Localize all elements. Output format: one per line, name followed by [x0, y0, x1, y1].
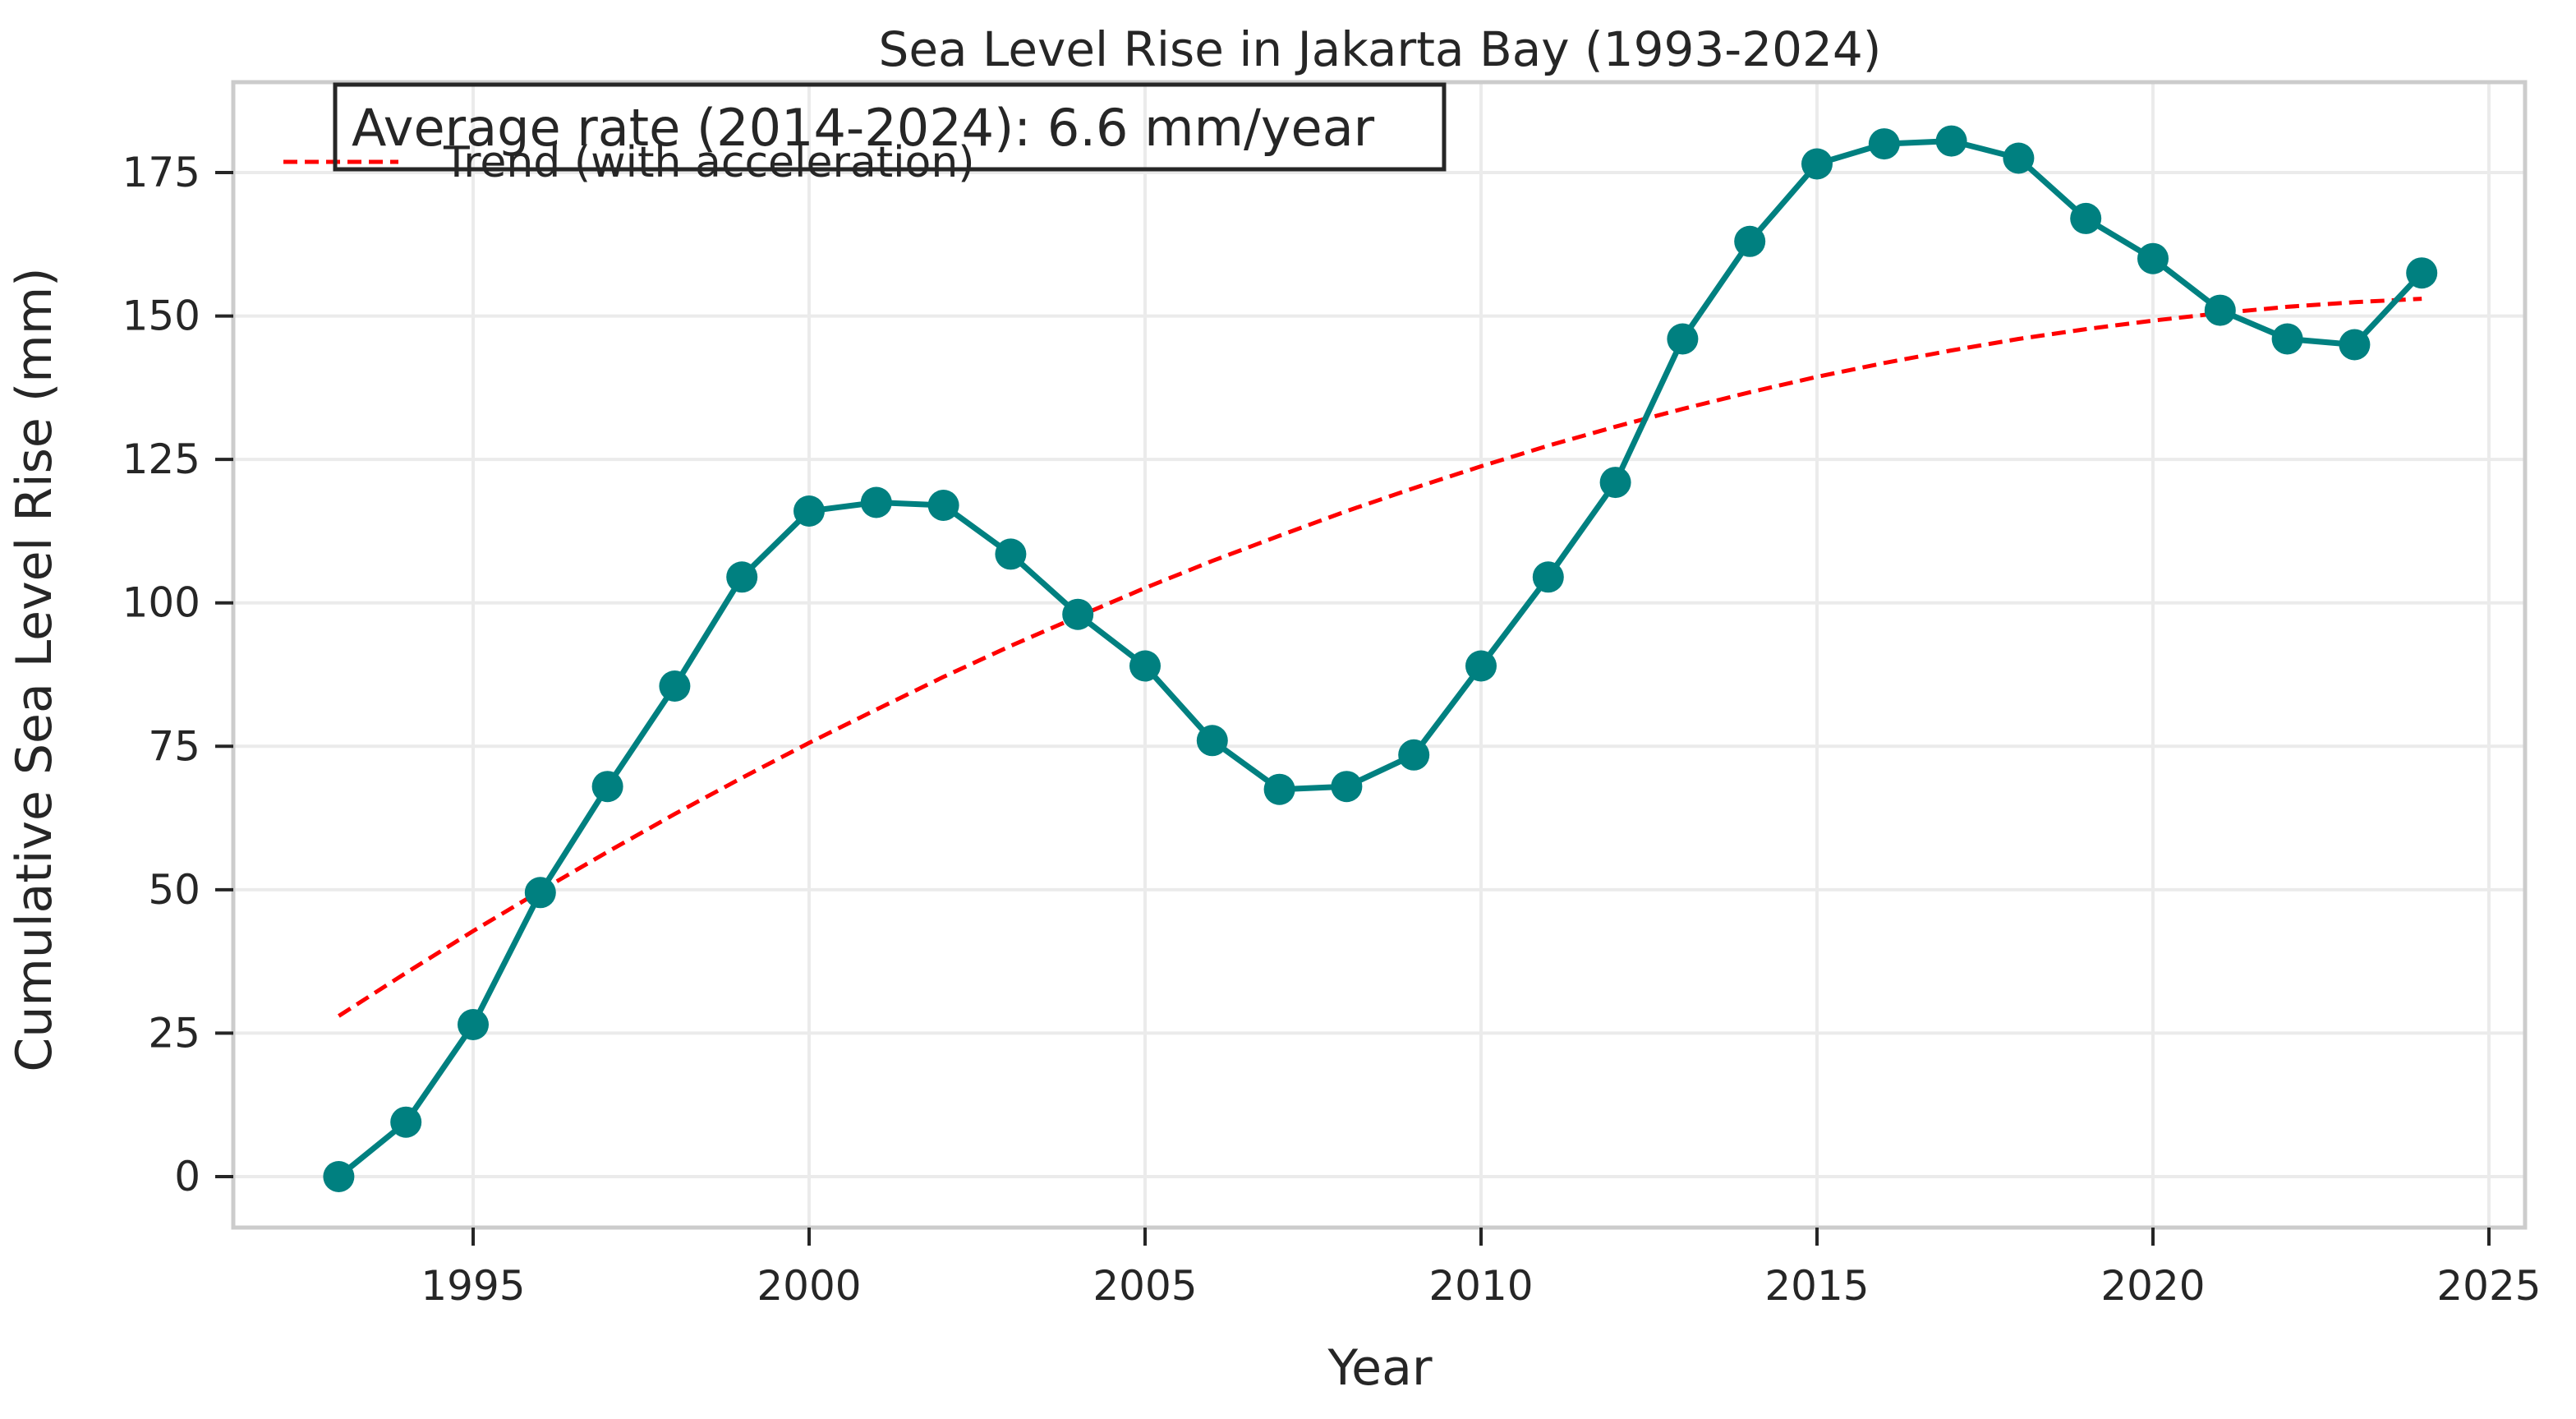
data-point: [2271, 323, 2303, 355]
y-tick-label: 75: [148, 722, 200, 770]
data-point: [794, 495, 825, 527]
data-point: [2204, 294, 2236, 326]
data-point: [458, 1009, 489, 1040]
y-tick-label: 100: [122, 579, 200, 627]
y-tick-label: 0: [174, 1153, 200, 1200]
data-point: [726, 561, 758, 593]
x-tick-label: 2010: [1428, 1262, 1533, 1310]
data-point: [1398, 739, 1430, 771]
data-point: [2003, 142, 2035, 174]
axis-ticks: 1995 2000 2005 2010 2015 2020 2025 0 25 50 75 100 12…: [122, 149, 2542, 1310]
data-point: [927, 490, 959, 521]
x-tick-label: 2025: [2436, 1262, 2541, 1310]
data-point: [659, 670, 691, 702]
data-point: [1868, 128, 1900, 160]
y-axis-label: Cumulative Sea Level Rise (mm): [6, 267, 63, 1071]
x-tick-label: 1995: [421, 1262, 525, 1310]
x-tick-label: 2020: [2100, 1262, 2205, 1310]
data-point: [2339, 329, 2371, 361]
data-point: [995, 538, 1027, 570]
data-series: [323, 125, 2438, 1192]
y-tick-label: 50: [148, 866, 200, 914]
annotation-box: Average rate (2014-2024): 6.6 mm/year: [333, 82, 1447, 172]
chart-title: Sea Level Rise in Jakarta Bay (1993-2024…: [879, 21, 1882, 77]
trend-line: [338, 297, 2422, 1018]
y-tick-label: 125: [122, 435, 200, 483]
data-point: [1129, 650, 1161, 682]
data-point: [524, 877, 556, 909]
trend-series: [338, 297, 2422, 1018]
data-point: [1801, 148, 1833, 180]
legend-trend-label: Trend (with acceleration): [443, 138, 975, 187]
data-point: [1532, 561, 1564, 593]
data-point: [2406, 257, 2438, 289]
y-tick-label: 175: [122, 149, 200, 196]
x-tick-label: 2005: [1092, 1262, 1197, 1310]
data-point: [323, 1161, 355, 1192]
data-point: [591, 771, 623, 803]
legend: Trend (with acceleration): [283, 138, 975, 187]
annotation-frame: [333, 82, 1447, 172]
data-point: [2070, 202, 2102, 234]
data-point: [390, 1106, 422, 1138]
plot-frame: [231, 80, 2528, 1230]
x-tick-label: 2000: [757, 1262, 861, 1310]
data-point: [1734, 225, 1766, 257]
data-point: [1263, 773, 1295, 805]
data-point: [1935, 125, 1967, 157]
data-point: [1599, 467, 1631, 499]
x-tick-label: 2015: [1764, 1262, 1869, 1310]
y-tick-label: 25: [148, 1009, 200, 1057]
data-point: [2137, 242, 2169, 274]
data-point: [1667, 323, 1699, 355]
average-rate-annotation: Average rate (2014-2024): 6.6 mm/year: [352, 98, 1375, 158]
data-point: [1062, 598, 1094, 630]
data-point: [1331, 771, 1363, 803]
x-axis-label: Year: [1327, 1339, 1432, 1397]
data-point: [1465, 650, 1497, 682]
data-point: [860, 486, 892, 518]
data-point: [1196, 725, 1228, 757]
y-tick-label: 150: [122, 293, 200, 340]
